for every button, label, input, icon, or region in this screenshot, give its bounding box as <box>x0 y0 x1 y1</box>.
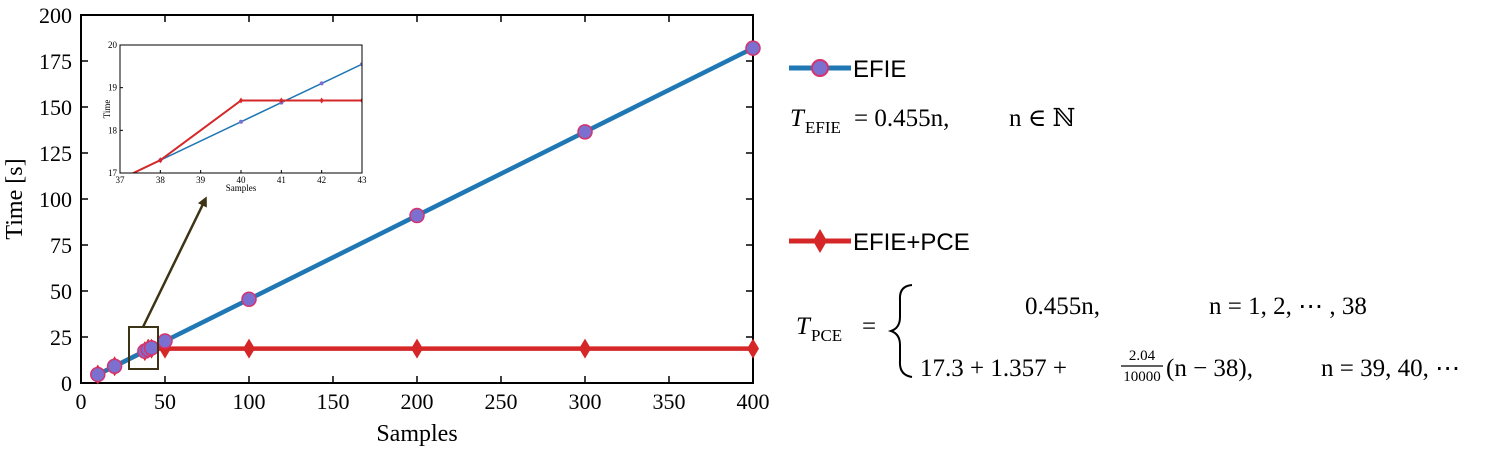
eq-pce-brace <box>887 284 913 378</box>
eq-pce-frac-num: 2.04 <box>1129 348 1156 364</box>
point-efie <box>90 366 106 383</box>
point-efie-pce <box>579 338 591 359</box>
point-efie <box>106 358 123 375</box>
x-tick-label: 150 <box>317 389 350 414</box>
y-tick-label: 175 <box>39 49 72 74</box>
y-tick-label: 125 <box>39 141 72 166</box>
inset-y-tick-label: 18 <box>108 125 118 135</box>
inset-point-efie-pce <box>319 97 324 104</box>
inset-chart: 37 38 39 40 41 42 43 17 18 19 20 Samples Time <box>102 40 367 193</box>
inset-point-efie <box>239 119 243 124</box>
eq-efie-rhs: = 0.455n, <box>854 105 949 132</box>
eq-efie-symbol: T <box>790 105 806 132</box>
inset-point-efie-pce <box>158 157 163 164</box>
x-tick-label: 50 <box>154 389 176 414</box>
x-tick-label: 400 <box>737 389 770 414</box>
zoom-arrow <box>141 196 207 328</box>
eq-efie-subscript: EFIE <box>805 118 841 137</box>
inset-series-group <box>131 62 362 173</box>
y-tick-label: 50 <box>50 279 72 304</box>
eq-pce-frac-den: 10000 <box>1123 369 1161 385</box>
inset-point-efie <box>319 81 324 86</box>
inset-y-tick-label: 19 <box>108 83 118 93</box>
point-efie <box>409 207 425 224</box>
inset-background <box>120 45 362 173</box>
point-efie <box>577 124 593 140</box>
eq-pce-case2-cond: n = 39, 40, ⋯ <box>1321 355 1460 382</box>
eq-pce-case1-expr: 0.455n, <box>1025 293 1100 320</box>
point-efie-pce <box>747 338 759 359</box>
x-tick-label: 300 <box>569 389 602 414</box>
x-tick-label: 200 <box>401 389 434 414</box>
legend-label-efie-pce: EFIE+PCE <box>853 229 970 256</box>
y-tick-label: 150 <box>39 95 72 120</box>
legend-item-efie-pce: EFIE+PCE <box>789 229 970 256</box>
eq-pce-case2-expr-b: (n − 38), <box>1166 355 1253 382</box>
x-tick-label: 250 <box>485 389 518 414</box>
inset-point-efie-pce <box>279 97 284 104</box>
point-efie <box>241 291 257 308</box>
equation-efie: T EFIE = 0.455n, n ∈ ℕ <box>790 105 1075 137</box>
main-axis-ticks: 0 50 100 150 200 250 300 350 400 0 25 50 75 100 125 150… <box>39 3 770 414</box>
inset-frame <box>119 44 363 174</box>
eq-efie-domain: n ∈ ℕ <box>1009 105 1075 132</box>
inset-series <box>131 62 362 173</box>
x-tick-label: 100 <box>233 389 266 414</box>
eq-pce-subscript: PCE <box>811 326 842 345</box>
series-line-efie-pce <box>96 346 753 377</box>
legend: EFIE EFIE+PCE <box>789 56 970 256</box>
eq-pce-equals: = <box>862 313 876 340</box>
inset-axis-ticks: 37 38 39 40 41 42 43 17 18 19 20 <box>108 40 367 185</box>
point-efie-pce <box>243 338 255 359</box>
inset-y-axis-title: Time <box>102 100 112 119</box>
legend-marker-efie <box>811 59 829 77</box>
inset-y-tick-label: 20 <box>108 40 118 50</box>
y-tick-label: 100 <box>39 187 72 212</box>
point-efie <box>745 40 761 56</box>
point-efie-pce <box>411 338 423 359</box>
inset-x-tick-label: 42 <box>317 175 326 185</box>
inset-x-tick-label: 37 <box>116 175 126 185</box>
point-efie <box>157 333 173 349</box>
x-tick-label: 350 <box>653 389 686 414</box>
inset-x-axis-title: Samples <box>226 183 257 193</box>
legend-item-efie: EFIE <box>789 56 906 83</box>
legend-marker-efie-pce <box>813 229 827 253</box>
point-efie <box>143 340 160 356</box>
inset-x-tick-label: 38 <box>156 175 166 185</box>
eq-pce-case1-cond: n = 1, 2, ⋯ , 38 <box>1209 293 1367 320</box>
eq-pce-case2-expr-a: 17.3 + 1.357 + <box>920 355 1067 382</box>
y-tick-label: 75 <box>50 233 72 258</box>
x-tick-label: 0 <box>76 389 87 414</box>
y-tick-label: 200 <box>39 3 72 28</box>
inset-x-tick-label: 43 <box>358 175 368 185</box>
eq-pce-symbol: T <box>796 313 812 340</box>
main-chart: 0 50 100 150 200 250 300 350 400 0 25 50 75 100 125 150… <box>2 3 770 447</box>
inset-x-tick-label: 39 <box>196 175 206 185</box>
y-axis-title: Time [s] <box>2 158 28 239</box>
inset-point-efie-pce <box>239 97 243 104</box>
x-axis-title: Samples <box>376 421 457 447</box>
y-tick-label: 25 <box>50 325 72 350</box>
inset-y-tick-label: 17 <box>108 168 118 178</box>
inset-x-tick-label: 41 <box>277 175 286 185</box>
equation-pce: T PCE = 0.455n, n = 1, 2, ⋯ , 38 17.3 + … <box>796 284 1460 385</box>
y-tick-label: 0 <box>61 371 72 396</box>
legend-label-efie: EFIE <box>853 56 906 83</box>
inset-line-efie-pce <box>131 99 362 173</box>
inset-x-tick-label: 40 <box>237 175 247 185</box>
